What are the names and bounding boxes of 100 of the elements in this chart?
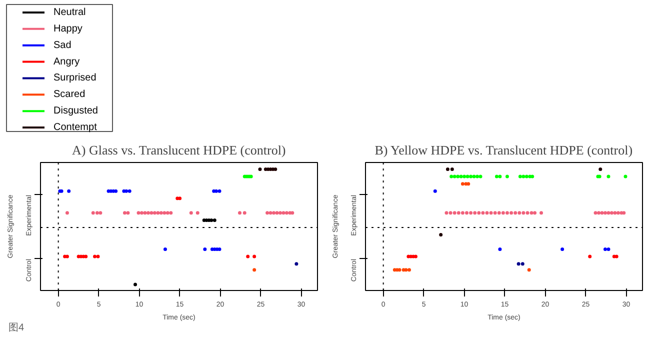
point	[494, 174, 498, 178]
point	[464, 211, 468, 215]
point	[603, 211, 607, 215]
point	[274, 168, 278, 172]
point	[278, 211, 282, 215]
point	[498, 174, 502, 178]
point	[266, 211, 270, 215]
point	[444, 211, 448, 215]
point	[95, 211, 99, 215]
point	[203, 248, 207, 252]
point	[460, 211, 464, 215]
point	[91, 211, 95, 215]
point	[159, 211, 163, 215]
point	[498, 248, 502, 252]
point	[452, 211, 456, 215]
point	[143, 211, 147, 215]
point	[146, 211, 150, 215]
point	[489, 211, 493, 215]
point	[466, 174, 470, 178]
point	[588, 254, 592, 258]
point	[527, 268, 531, 272]
point	[84, 254, 88, 258]
legend-label: Scared	[54, 89, 86, 100]
point	[140, 211, 144, 215]
point	[526, 211, 530, 215]
point	[242, 211, 246, 215]
point	[439, 232, 443, 236]
point	[450, 174, 454, 178]
point	[282, 211, 286, 215]
point	[603, 248, 607, 252]
point	[540, 211, 544, 215]
point	[481, 211, 485, 215]
point	[152, 211, 156, 215]
point	[114, 189, 118, 193]
point	[404, 268, 408, 272]
point	[136, 211, 140, 215]
point	[407, 268, 411, 272]
point	[613, 211, 617, 215]
point	[210, 218, 214, 222]
point	[252, 254, 256, 258]
point	[189, 211, 193, 215]
point	[446, 168, 450, 172]
point	[126, 211, 130, 215]
point	[156, 211, 160, 215]
point	[594, 211, 598, 215]
point	[162, 211, 166, 215]
chart-title: A) Glass vs. Translucent HDPE (control)	[72, 142, 286, 158]
point	[150, 211, 154, 215]
point	[606, 211, 610, 215]
point	[252, 268, 256, 272]
point	[169, 211, 173, 215]
point	[560, 248, 564, 252]
point	[272, 211, 276, 215]
point	[530, 174, 534, 178]
legend-label: Contempt	[54, 122, 98, 133]
point	[122, 211, 126, 215]
point	[622, 211, 626, 215]
point	[514, 211, 518, 215]
legend-label: Surprised	[54, 72, 96, 84]
legend-label: Disgusted	[54, 106, 98, 117]
point	[606, 174, 610, 178]
point	[516, 262, 520, 266]
point	[497, 211, 501, 215]
point	[518, 211, 522, 215]
chart-title: B) Yellow HDPE vs. Translucent HDPE (control)	[374, 142, 633, 158]
point	[290, 211, 294, 215]
point	[518, 174, 522, 178]
point	[520, 262, 524, 266]
point	[166, 211, 170, 215]
point	[616, 211, 620, 215]
point	[238, 211, 242, 215]
point	[460, 182, 464, 186]
point	[600, 211, 604, 215]
point	[128, 189, 132, 193]
legend-label: Sad	[54, 40, 72, 51]
point	[476, 174, 480, 178]
point	[258, 168, 262, 172]
point	[196, 211, 200, 215]
point	[477, 211, 481, 215]
point	[124, 189, 128, 193]
point	[472, 174, 476, 178]
point	[93, 254, 97, 258]
legend-label: Angry	[54, 56, 80, 68]
point	[505, 174, 509, 178]
point	[462, 174, 466, 178]
point	[275, 211, 279, 215]
point	[294, 262, 298, 266]
legend-label: Neutral	[54, 7, 86, 18]
point	[450, 168, 454, 172]
point	[524, 174, 528, 178]
point	[485, 211, 489, 215]
point	[98, 211, 102, 215]
point	[478, 174, 482, 178]
point	[493, 211, 497, 215]
point	[530, 211, 534, 215]
point	[456, 174, 460, 178]
point	[597, 211, 601, 215]
point	[501, 211, 505, 215]
point	[456, 211, 460, 215]
point	[459, 174, 463, 178]
